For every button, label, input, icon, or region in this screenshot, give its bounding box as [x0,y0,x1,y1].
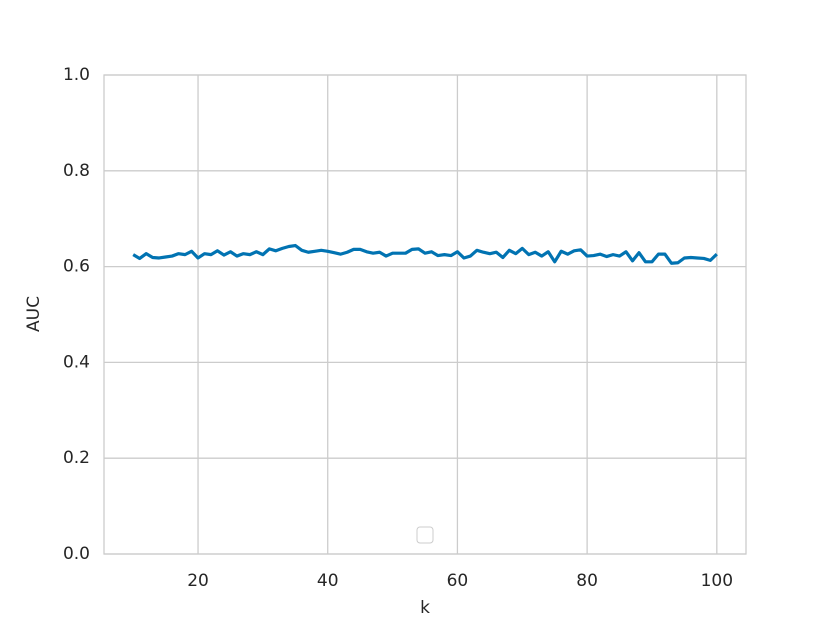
y-tick-label: 0.0 [63,544,90,564]
y-tick-label: 0.6 [63,257,90,277]
x-tick-label: 40 [317,571,339,591]
x-axis-label: k [420,598,430,618]
y-axis-label: AUC [24,296,44,332]
y-tick-label: 0.4 [63,352,90,372]
y-tick-label: 0.2 [63,448,90,468]
x-tick-label: 20 [187,571,209,591]
legend-box [416,526,434,544]
x-tick-label: 100 [701,571,733,591]
x-tick-label: 60 [447,571,469,591]
plot-frame [103,74,747,555]
y-tick-label: 0.8 [63,161,90,181]
line-series [132,243,718,265]
x-tick-label: 80 [576,571,598,591]
y-tick-label: 1.0 [63,65,90,85]
